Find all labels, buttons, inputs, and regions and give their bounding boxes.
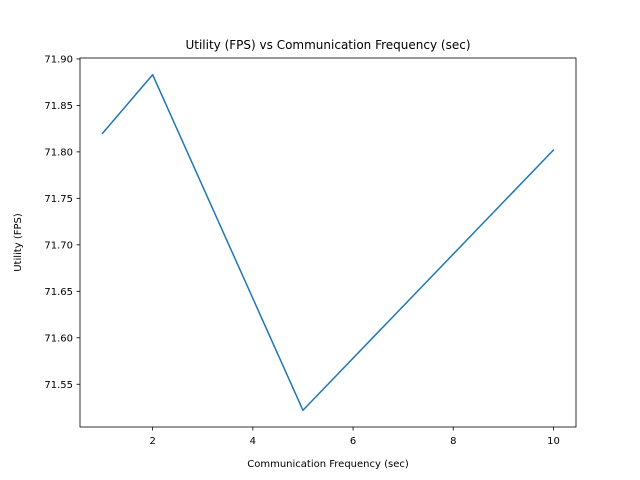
series-line xyxy=(101,73,555,412)
x-tick-label: 8 xyxy=(450,436,456,447)
y-tick-label: 71.90 xyxy=(44,55,73,66)
x-tick-label: 4 xyxy=(250,436,256,447)
y-axis-label: Utility (FPS) xyxy=(13,213,24,272)
plot-area xyxy=(80,58,576,427)
y-tick-label: 71.80 xyxy=(44,147,73,158)
y-axis-ticks: 71.55 71.60 71.65 71.70 71.75 71.80 71.85 71.90 xyxy=(44,55,80,391)
chart-title: Utility (FPS) vs Communication Frequency… xyxy=(185,38,470,52)
y-tick-label: 71.65 xyxy=(44,287,73,298)
x-tick-label: 10 xyxy=(547,436,560,447)
y-tick-label: 71.85 xyxy=(44,101,73,112)
y-tick-label: 71.60 xyxy=(44,333,73,344)
x-tick-label: 6 xyxy=(350,436,356,447)
x-tick-label: 2 xyxy=(149,436,155,447)
x-axis-label: Communication Frequency (sec) xyxy=(247,459,409,470)
y-tick-label: 71.75 xyxy=(44,194,73,205)
x-axis-ticks: 2 4 6 8 10 xyxy=(149,427,560,447)
y-tick-label: 71.55 xyxy=(44,380,73,391)
y-tick-label: 71.70 xyxy=(44,240,73,251)
series-layer xyxy=(101,73,555,412)
plot-frame xyxy=(79,57,577,428)
